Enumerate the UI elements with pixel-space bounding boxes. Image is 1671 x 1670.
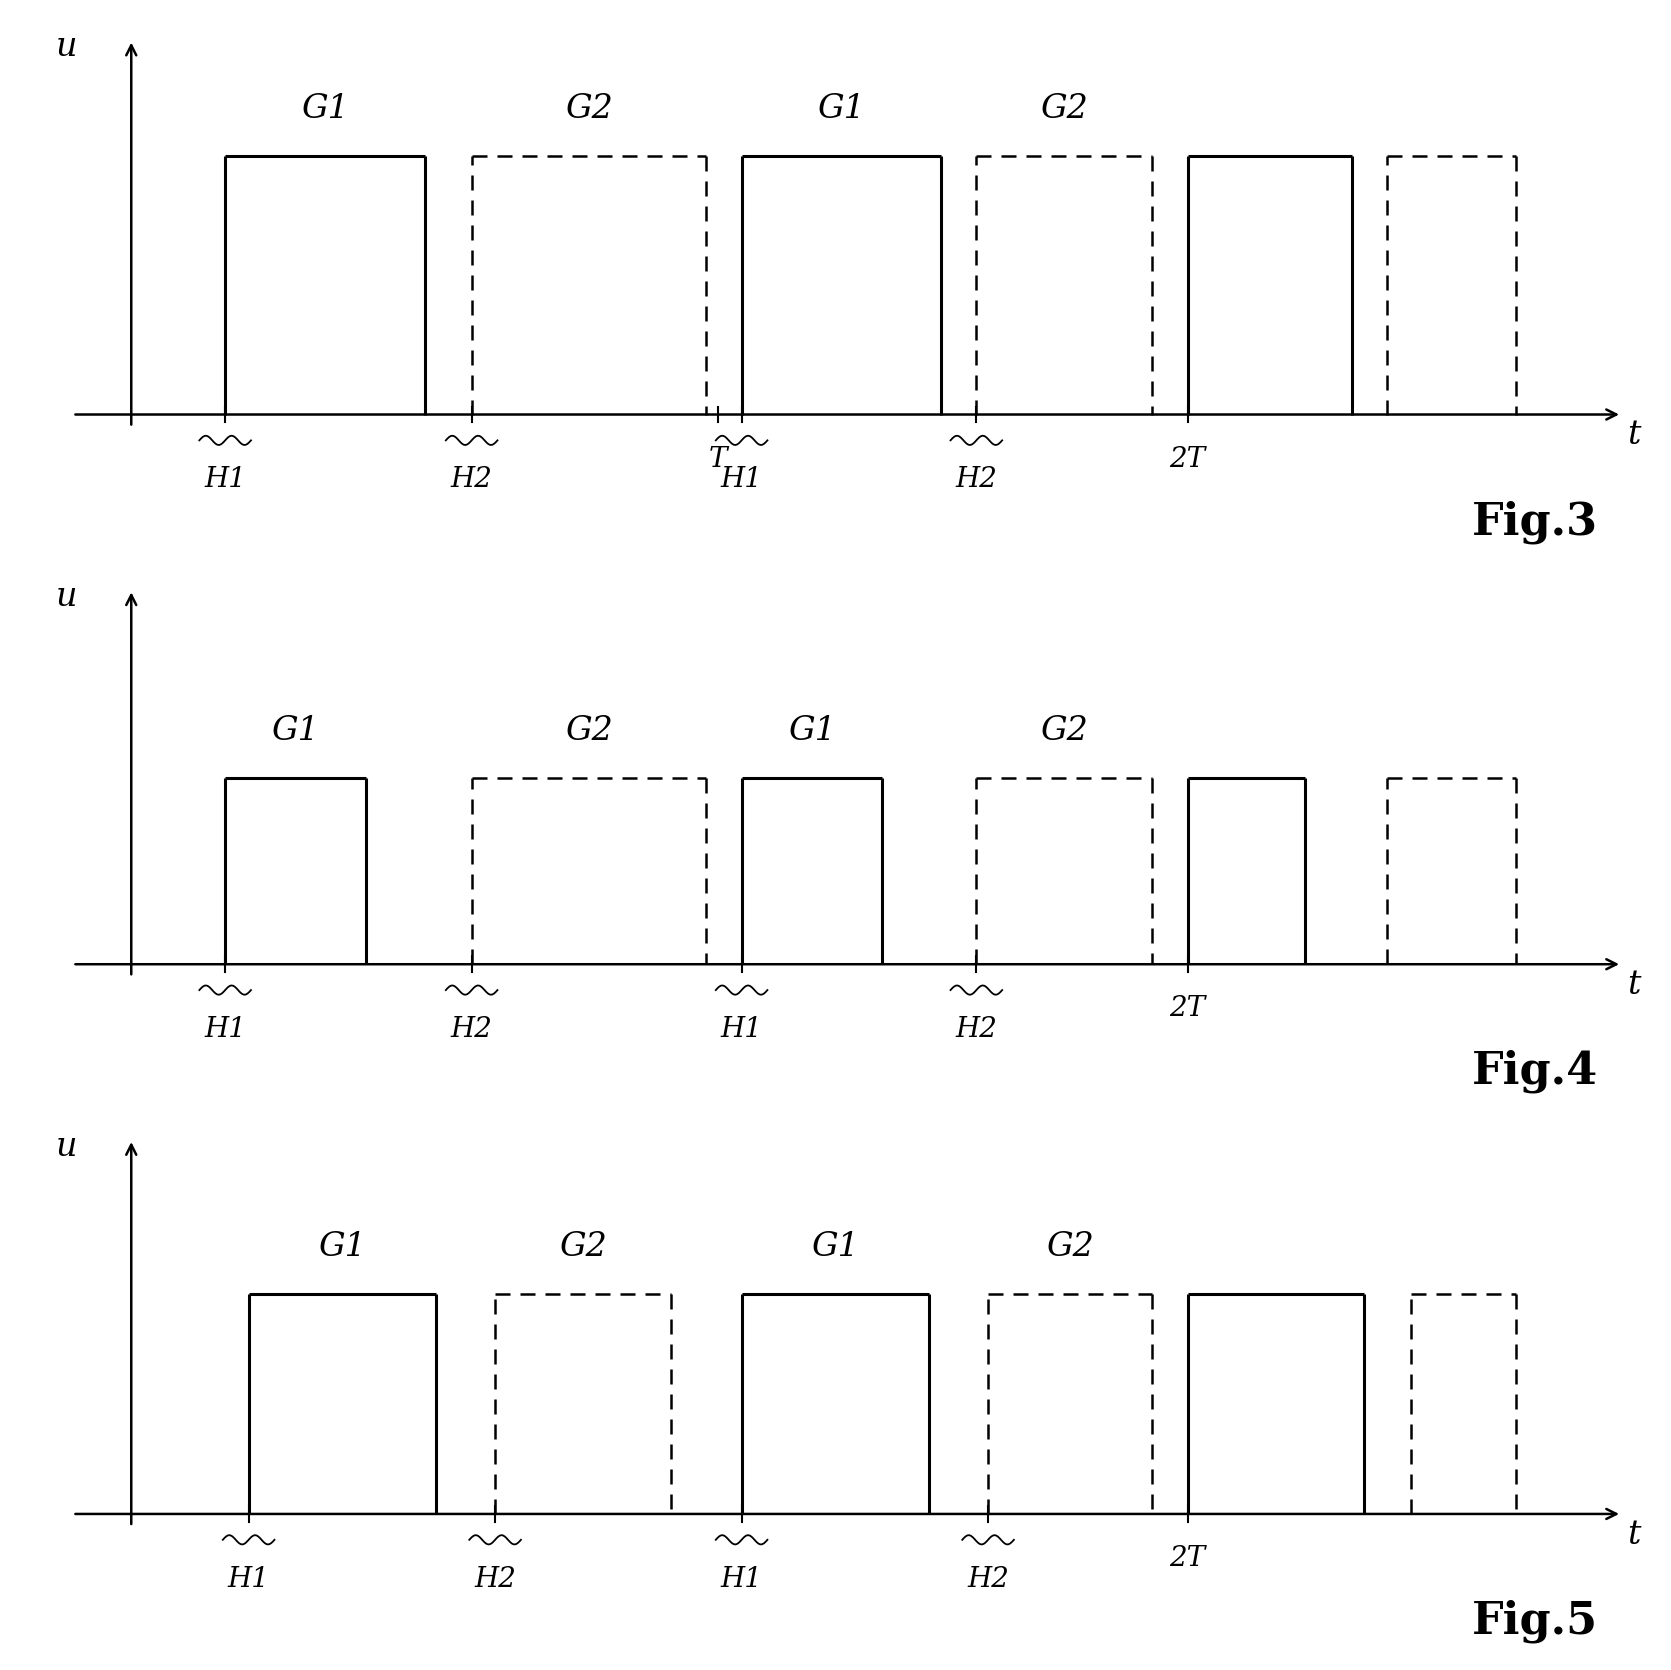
Text: G1: G1 — [301, 94, 349, 125]
Text: 2T: 2T — [1170, 995, 1206, 1022]
Text: 2T: 2T — [1170, 1545, 1206, 1571]
Text: G2: G2 — [565, 94, 613, 125]
Text: u: u — [55, 1131, 77, 1162]
Text: t: t — [1628, 419, 1641, 451]
Text: Fig.5: Fig.5 — [1472, 1600, 1599, 1643]
Text: Fig.4: Fig.4 — [1472, 1050, 1599, 1094]
Text: H2: H2 — [968, 1566, 1009, 1593]
Text: H1: H1 — [227, 1566, 269, 1593]
Text: G2: G2 — [1041, 94, 1088, 125]
Text: G2: G2 — [560, 1231, 607, 1263]
Text: H1: H1 — [720, 1566, 762, 1593]
Text: H2: H2 — [451, 1015, 493, 1044]
Text: G1: G1 — [812, 1231, 859, 1263]
Text: H1: H1 — [204, 466, 246, 493]
Text: t: t — [1628, 969, 1641, 1000]
Text: H2: H2 — [956, 1015, 998, 1044]
Text: H2: H2 — [451, 466, 493, 493]
Text: G2: G2 — [1046, 1231, 1095, 1263]
Text: t: t — [1628, 1518, 1641, 1551]
Text: H2: H2 — [475, 1566, 516, 1593]
Text: Fig.3: Fig.3 — [1472, 501, 1599, 544]
Text: G1: G1 — [272, 715, 319, 746]
Text: G2: G2 — [565, 715, 613, 746]
Text: 2T: 2T — [1170, 446, 1206, 473]
Text: G1: G1 — [319, 1231, 366, 1263]
Text: G2: G2 — [1041, 715, 1088, 746]
Text: H1: H1 — [204, 1015, 246, 1044]
Text: H1: H1 — [720, 1015, 762, 1044]
Text: G1: G1 — [789, 715, 836, 746]
Text: H2: H2 — [956, 466, 998, 493]
Text: G1: G1 — [817, 94, 866, 125]
Text: H1: H1 — [720, 466, 762, 493]
Text: u: u — [55, 32, 77, 63]
Text: T: T — [709, 446, 727, 473]
Text: u: u — [55, 581, 77, 613]
